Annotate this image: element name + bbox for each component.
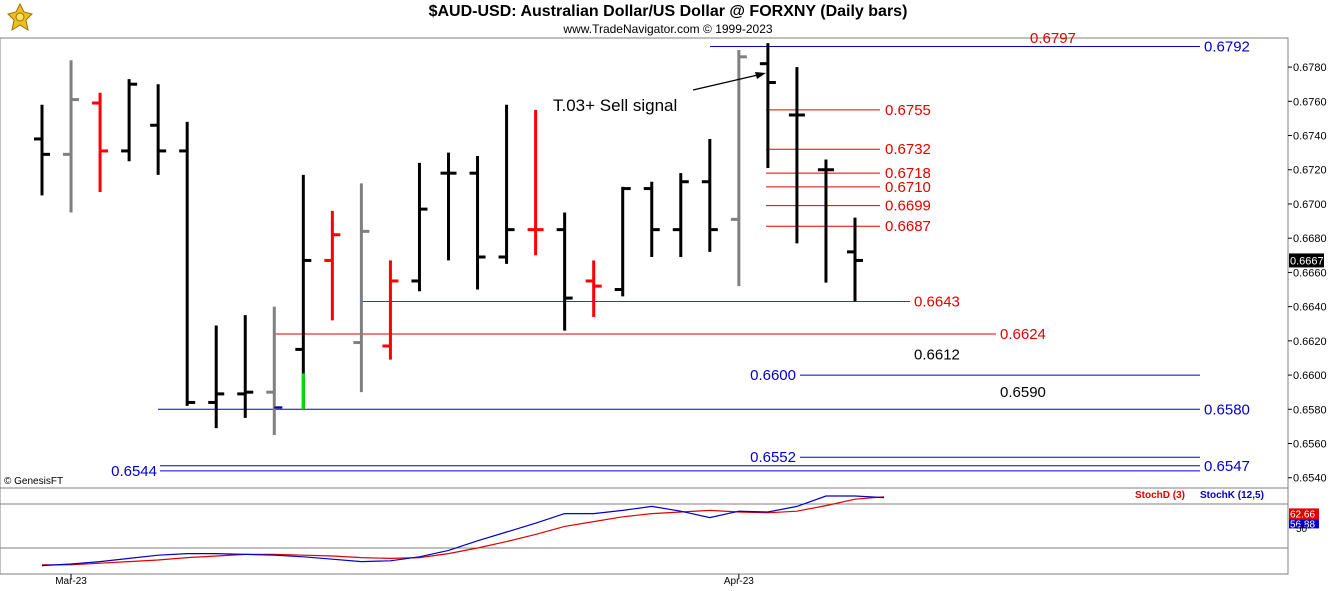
stoch-k-legend: StochK (12,5) [1200,490,1264,501]
y-tick-label: 0.6620 [1293,336,1327,348]
ohlc-bar [150,84,167,175]
y-tick-label: 0.6680 [1293,233,1327,245]
price-bars [34,43,863,435]
stoch-k-value: 62.66 [1290,509,1315,520]
ohlc-bar [411,162,428,292]
genesis-copyright: © GenesisFT [4,476,63,487]
ohlc-bar [121,79,138,162]
y-tick-label: 0.6720 [1293,165,1327,177]
y-tick-label: 0.6760 [1293,96,1327,108]
stoch-d-line [42,496,885,566]
ohlc-bar [847,217,863,302]
level-label: 0.6792 [1204,39,1250,56]
ohlc-bar [759,43,776,169]
ohlc-bar [498,104,515,264]
level-label: 0.6612 [914,347,960,364]
ohlc-bar [382,260,399,360]
ohlc-bar [643,181,660,258]
level-label: 0.6718 [885,165,931,182]
level-label: 0.6643 [914,293,960,310]
stoch-d-tag [1289,519,1319,529]
ohlc-bar [353,183,370,393]
level-label: 0.6547 [1204,458,1250,475]
sell-signal-arrow [692,72,766,91]
level-label: 0.6755 [885,102,931,119]
level-label: 0.6624 [1000,326,1046,343]
ohlc-bar [295,174,312,410]
y-tick-label: 0.6660 [1293,267,1327,279]
ohlc-bar [469,156,486,290]
level-label: 0.6600 [750,367,796,384]
y-tick-label: 0.6560 [1293,439,1327,451]
ohlc-bar [92,92,109,192]
ohlc-bar [440,152,457,261]
ohlc-bar [179,121,196,406]
ohlc-bar [817,159,834,283]
stoch-d-value: 56.88 [1290,519,1315,530]
y-tick-label: 0.6640 [1293,302,1327,314]
level-label: 0.6699 [885,198,931,215]
y-tick-label: 0.6580 [1293,404,1327,416]
trade-navigator-logo-icon [7,2,33,32]
ohlc-bar [63,60,80,213]
ohlc-bar [556,212,573,331]
stochastic-pane [0,487,1289,575]
chart-title: $AUD-USD: Australian Dollar/US Dollar @ … [428,3,908,20]
stoch-level-label: 50 [1296,524,1308,535]
x-tick-label: Mar-23 [55,576,87,587]
sell-signal-annotation: T.03+ Sell signal [553,96,677,115]
time-axis: Mar-23 Apr-23 [55,574,754,587]
ohlc-bar [585,260,602,317]
last-price-label: 0.6667 [1290,255,1324,267]
y-tick-label: 0.6740 [1293,131,1327,143]
x-tick-label: Apr-23 [724,576,754,587]
level-label: 0.6687 [885,218,931,235]
chart-header: $AUD-USD: Australian Dollar/US Dollar @ … [0,0,1336,38]
ohlc-bar [730,49,747,287]
stoch-k-line [41,495,885,567]
ohlc-bar [614,186,631,297]
ohlc-bar [208,325,225,429]
price-axis: 0.6540 0.6560 0.6580 0.6600 0.6620 0.6640 0.66… [1288,62,1327,485]
ohlc-bar [237,315,254,418]
stoch-k-tag [1289,508,1319,520]
level-label: 0.6797 [1030,30,1076,47]
ohlc-bar [788,67,805,244]
chart-subtitle: www.TradeNavigator.com © 1999-2023 [563,22,773,36]
last-price-tag [1289,253,1324,268]
y-tick-label: 0.6600 [1293,370,1327,382]
ohlc-bar [672,173,689,258]
level-label: 0.6552 [750,449,796,466]
level-label: 0.6544 [111,463,157,480]
y-tick-label: 0.6540 [1293,473,1327,485]
stoch-d-legend: StochD (3) [1135,490,1185,501]
y-tick-label: 0.6700 [1293,199,1327,211]
level-label: 0.6710 [885,179,931,196]
ohlc-bar [324,210,341,321]
level-label: 0.6590 [1000,384,1046,401]
ohlc-bar [34,104,50,196]
level-label: 0.6580 [1204,401,1250,418]
ohlc-bar [527,109,544,256]
ohlc-bar [701,138,718,252]
level-label: 0.6732 [885,141,931,158]
y-tick-label: 0.6780 [1293,62,1327,74]
price-pane [0,37,1289,489]
